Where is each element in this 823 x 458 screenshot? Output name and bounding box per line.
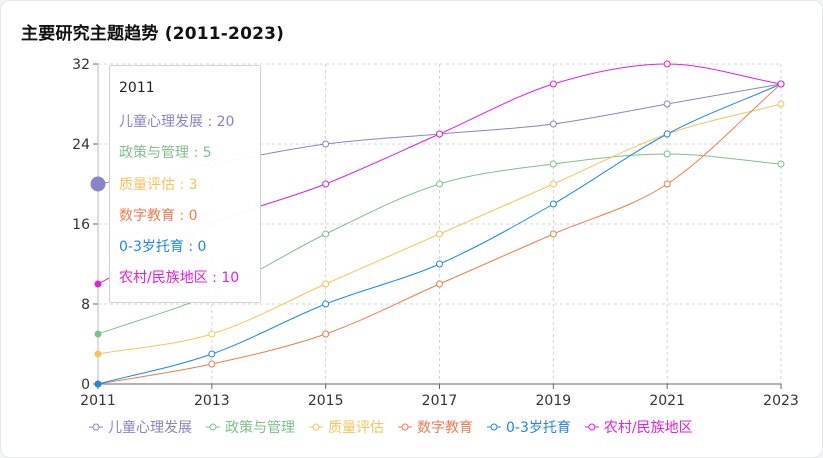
series-points [90,60,785,388]
legend-item[interactable]: 儿童心理发展 [89,419,192,436]
data-point[interactable] [90,176,106,192]
data-point[interactable] [663,100,671,108]
tooltip-row: 0-3岁托育 : 0 [119,239,207,256]
data-point[interactable] [322,140,330,148]
legend-label: 质量评估 [328,420,384,436]
x-tick-label: 2019 [536,393,572,409]
data-point[interactable] [322,180,330,188]
y-tick-label: 0 [81,377,90,393]
legend-label: 儿童心理发展 [108,419,192,436]
data-point[interactable] [777,100,785,108]
tooltip-row: 质量评估 : 3 [119,176,198,193]
data-point[interactable] [208,360,216,368]
x-tick-label: 2013 [194,393,230,409]
legend-marker-icon [92,423,100,431]
data-point[interactable] [549,230,557,238]
legend-marker-icon [209,423,217,431]
y-tick-label: 16 [72,217,90,233]
tooltip-row: 儿童心理发展 : 20 [119,114,235,130]
tooltip-row: 政策与管理 : 5 [119,145,212,162]
x-tick-label: 2017 [422,393,458,409]
axes: 0 8 16 24 32 2011 2013 2015 2017 2019 2021 2023 [72,57,799,409]
legend-item[interactable]: 政策与管理 [206,419,295,436]
legend-item[interactable]: 农村/民族地区 [584,420,693,436]
legend[interactable]: 儿童心理发展 政策与管理 质量评估 数字教育 0-3岁托育 农村/民族地区 [89,419,693,436]
x-tick-label: 2015 [308,393,344,409]
data-point[interactable] [322,300,330,308]
y-tick-label: 32 [72,57,90,73]
data-point[interactable] [663,130,671,138]
data-point[interactable] [94,330,102,338]
x-tick-label: 2011 [80,393,116,409]
legend-item[interactable]: 0-3岁托育 [487,420,571,436]
data-point[interactable] [663,150,671,158]
x-tick-label: 2023 [763,393,799,409]
chart-title: 主要研究主题趋势 (2011-2023) [21,24,285,44]
data-point[interactable] [94,280,102,288]
data-point[interactable] [777,80,785,88]
y-tick-label: 8 [81,297,90,313]
legend-label: 政策与管理 [225,419,295,436]
tooltip: 2011 儿童心理发展 : 20 政策与管理 : 5 质量评估 : 3 数字教育… [109,65,261,303]
data-point[interactable] [436,230,443,238]
data-point[interactable] [436,260,443,268]
legend-marker-icon [490,423,498,431]
data-point[interactable] [663,180,671,188]
data-point[interactable] [436,180,443,188]
data-point[interactable] [94,380,102,388]
data-point[interactable] [322,280,330,288]
data-point[interactable] [208,330,216,338]
data-point[interactable] [549,120,557,128]
data-point[interactable] [322,330,330,338]
legend-marker-icon [312,423,320,431]
legend-item[interactable]: 质量评估 [309,420,384,436]
legend-label: 数字教育 [417,420,473,436]
x-tick-label: 2021 [649,393,685,409]
legend-label: 农村/民族地区 [604,420,693,436]
data-point[interactable] [94,350,102,358]
legend-marker-icon [401,423,409,431]
data-point[interactable] [436,280,443,288]
legend-marker-icon [588,423,596,431]
data-point[interactable] [777,160,785,168]
data-point[interactable] [549,80,557,88]
legend-item[interactable]: 数字教育 [398,420,473,436]
y-tick-label: 24 [72,137,90,153]
tooltip-title: 2011 [119,80,155,96]
data-point[interactable] [663,60,671,68]
data-point[interactable] [549,200,557,208]
legend-label: 0-3岁托育 [506,420,571,436]
data-point[interactable] [549,160,557,168]
data-point[interactable] [549,180,557,188]
tooltip-row: 农村/民族地区 : 10 [119,270,240,287]
data-point[interactable] [208,350,216,358]
data-point[interactable] [322,230,330,238]
tooltip-row: 数字教育 : 0 [119,207,198,224]
data-point[interactable] [436,130,443,138]
